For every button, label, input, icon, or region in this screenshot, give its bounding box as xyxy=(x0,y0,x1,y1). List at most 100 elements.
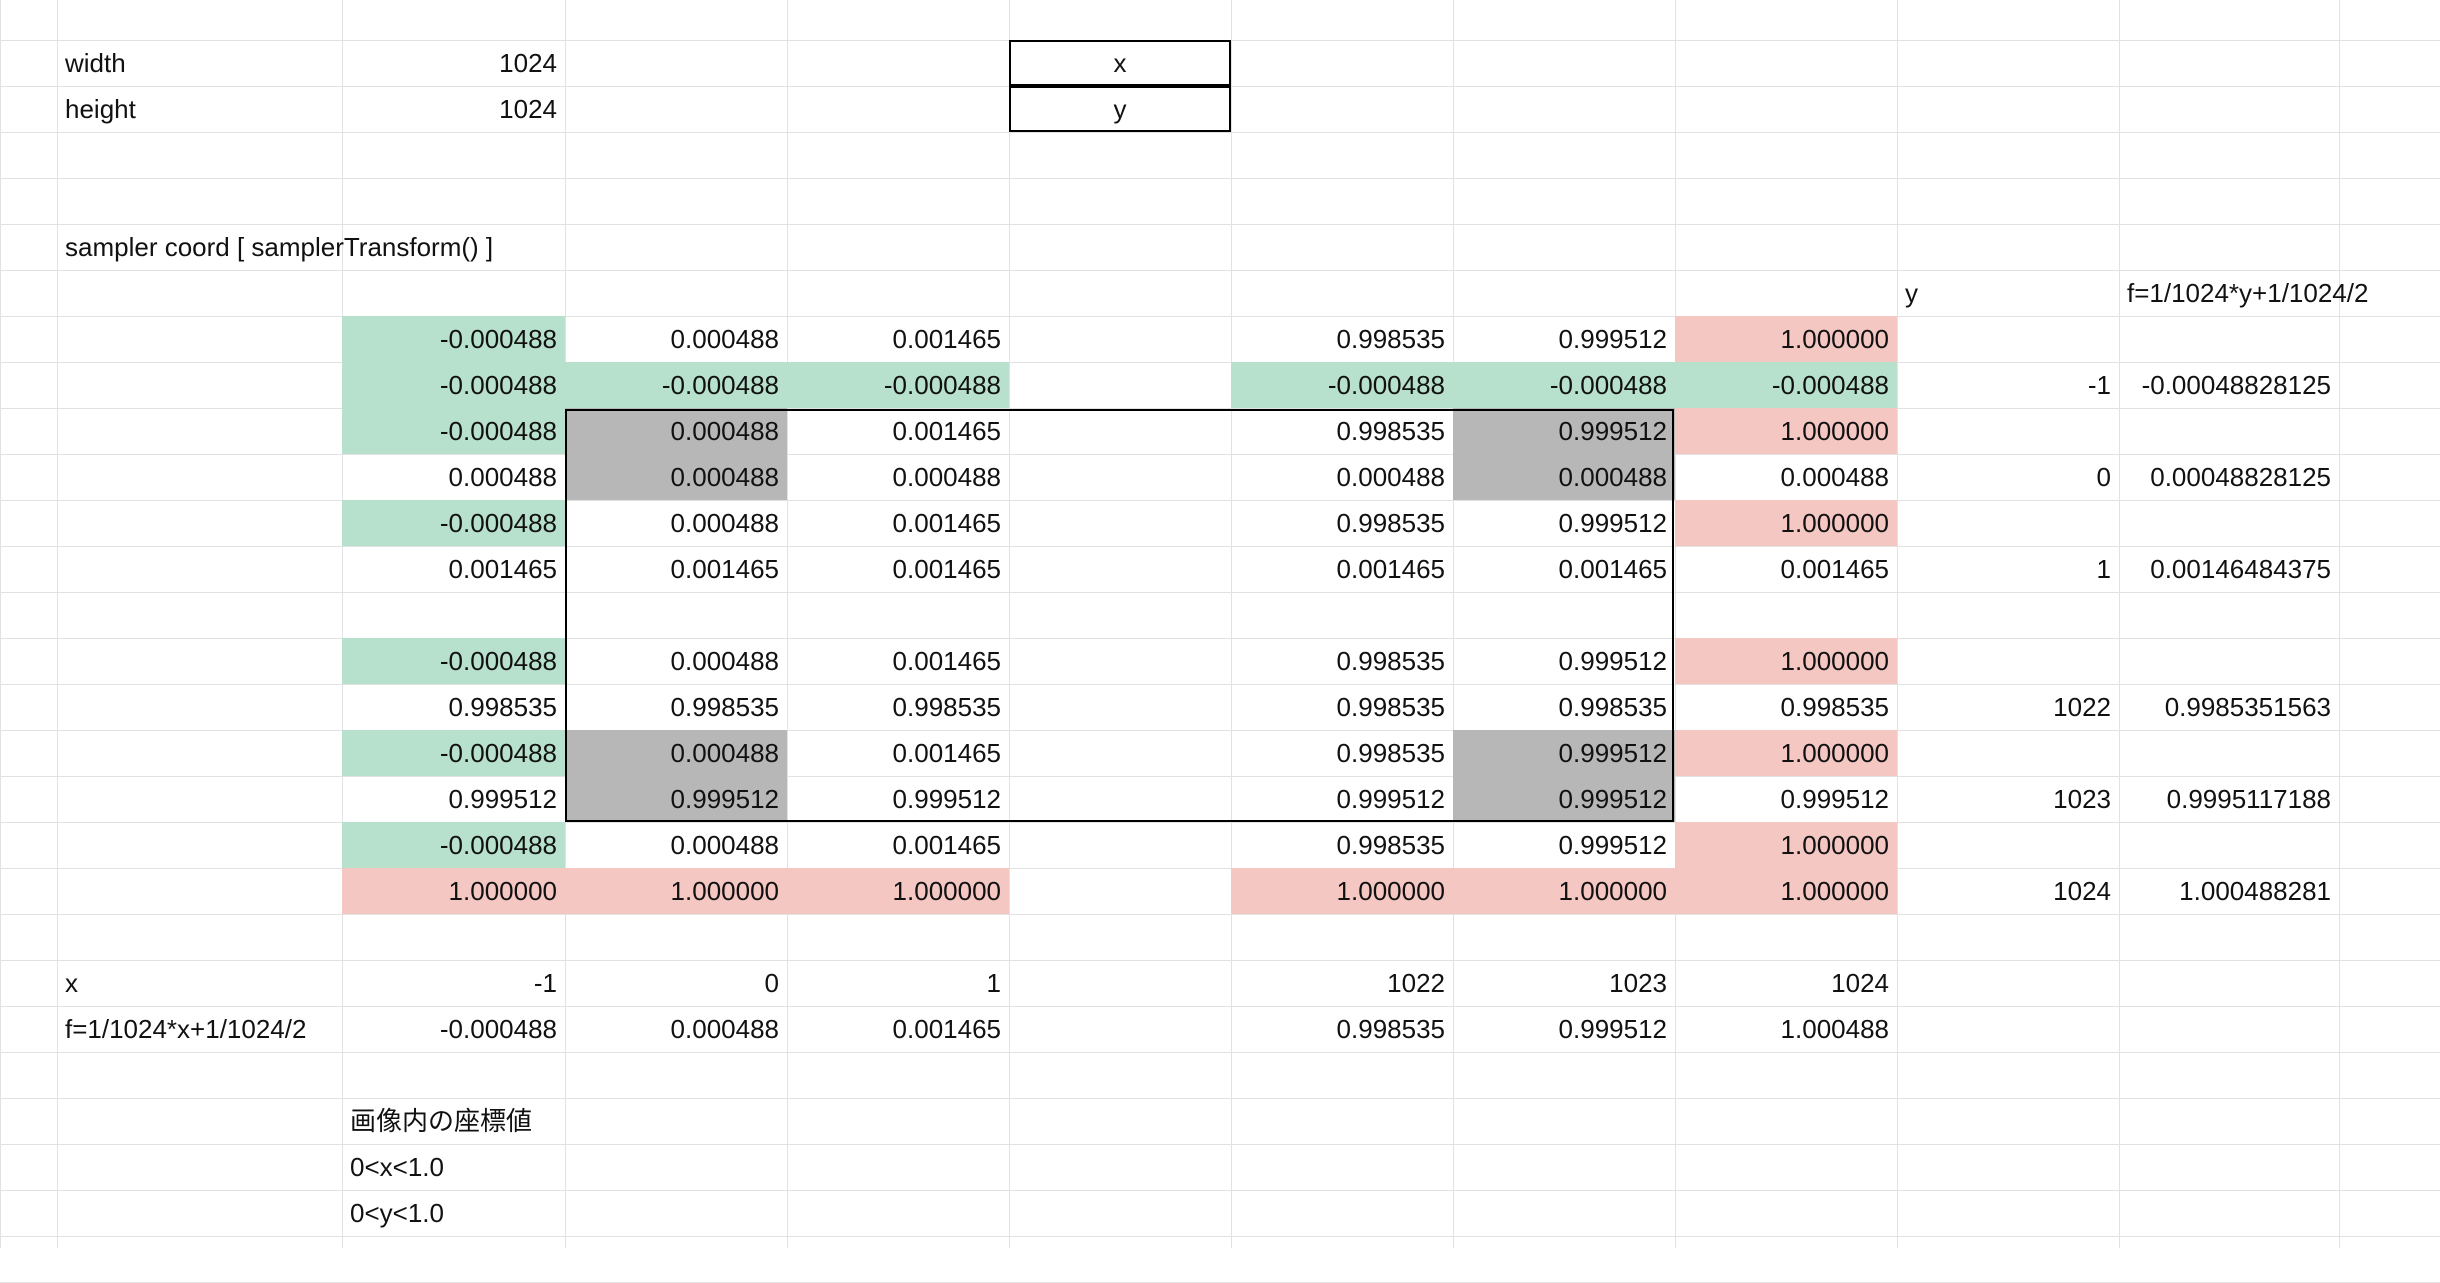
sheet-cell[interactable]: 0.999512 xyxy=(1558,830,1667,860)
sheet-cell[interactable]: 0.001465 xyxy=(670,554,779,584)
sheet-cell[interactable]: 0.999512 xyxy=(565,776,787,822)
sheet-cell[interactable]: 0.998535 xyxy=(1558,692,1667,722)
sheet-cell[interactable]: 1.000000 xyxy=(565,868,787,914)
sheet-cell[interactable]: 0.00146484375 xyxy=(2150,554,2331,584)
sheet-cell[interactable]: 0<y<1.0 xyxy=(350,1198,444,1228)
sheet-cell[interactable]: 0.001465 xyxy=(892,324,1001,354)
sheet-cell[interactable]: 0.001465 xyxy=(892,1014,1001,1044)
sheet-cell[interactable]: -0.000488 xyxy=(787,362,1009,408)
sheet-cell[interactable]: 0.001465 xyxy=(892,416,1001,446)
sheet-cell[interactable]: 0 xyxy=(2096,462,2111,492)
sheet-cell[interactable]: 0.999512 xyxy=(1336,784,1445,814)
sheet-cell[interactable]: 0.000488 xyxy=(565,408,787,454)
sheet-cell[interactable]: 1 xyxy=(2096,554,2111,584)
sheet-cell[interactable]: -0.000488 xyxy=(342,316,565,362)
sheet-cell[interactable]: 0.998535 xyxy=(1336,646,1445,676)
sheet-cell[interactable]: 0.999512 xyxy=(1453,776,1675,822)
sheet-cell[interactable]: -0.000488 xyxy=(1231,362,1453,408)
sheet-cell[interactable]: 0.000488 xyxy=(670,646,779,676)
sheet-cell[interactable]: 1.000000 xyxy=(1675,868,1897,914)
sheet-cell[interactable]: 0.998535 xyxy=(1336,416,1445,446)
sheet-cell[interactable]: 0.998535 xyxy=(1336,738,1445,768)
sheet-cell[interactable]: 0.000488 xyxy=(565,730,787,776)
sheet-cell[interactable]: 1022 xyxy=(2053,692,2111,722)
sheet-cell[interactable]: 1.000000 xyxy=(1231,868,1453,914)
sheet-cell[interactable]: 0.999512 xyxy=(1453,408,1675,454)
sheet-cell[interactable]: 0.999512 xyxy=(1558,508,1667,538)
sheet-cell[interactable]: 1 xyxy=(986,968,1001,998)
sheet-cell[interactable]: 0.000488 xyxy=(1336,462,1445,492)
sheet-cell[interactable]: 0.000488 xyxy=(448,462,557,492)
sheet-cell[interactable]: 画像内の座標値 xyxy=(350,1106,533,1136)
sheet-cell[interactable]: 1.000000 xyxy=(1675,822,1897,868)
sheet-cell[interactable]: 1.000488 xyxy=(1780,1014,1889,1044)
sheet-cell[interactable]: 0.998535 xyxy=(1336,1014,1445,1044)
sheet-cell[interactable]: 0.998535 xyxy=(1336,324,1445,354)
sheet-cell[interactable]: 0.998535 xyxy=(1336,830,1445,860)
sheet-cell[interactable]: 1.000000 xyxy=(787,868,1009,914)
sheet-cell[interactable]: -0.000488 xyxy=(342,822,565,868)
sheet-cell[interactable]: 1.000000 xyxy=(1675,316,1897,362)
sheet-cell[interactable]: 0.998535 xyxy=(1336,508,1445,538)
sheet-cell[interactable]: 0.001465 xyxy=(892,554,1001,584)
sheet-cell[interactable]: 0.999512 xyxy=(1558,646,1667,676)
sheet-cell[interactable]: 0.001465 xyxy=(448,554,557,584)
sheet-cell[interactable]: 1022 xyxy=(1387,968,1445,998)
sheet-cell[interactable]: 0.999512 xyxy=(1453,730,1675,776)
sheet-cell[interactable]: 0.9995117188 xyxy=(2166,784,2331,814)
sheet-cell[interactable]: 0.001465 xyxy=(892,830,1001,860)
sheet-cell[interactable]: 1024 xyxy=(2053,876,2111,906)
sheet-cell[interactable]: 0.00048828125 xyxy=(2150,462,2331,492)
sheet-cell[interactable]: 0.998535 xyxy=(892,692,1001,722)
sheet-cell[interactable]: -0.000488 xyxy=(439,1014,557,1044)
sheet-cell[interactable]: 0.000488 xyxy=(565,454,787,500)
sheet-cell[interactable]: -0.000488 xyxy=(342,362,565,408)
sheet-cell[interactable]: y xyxy=(1905,278,1918,308)
sheet-cell[interactable]: 1024 xyxy=(499,48,557,78)
sheet-cell[interactable]: 0.9985351563 xyxy=(2164,692,2331,722)
sheet-cell[interactable]: -1 xyxy=(2087,370,2111,400)
sheet-cell[interactable]: 0.000488 xyxy=(892,462,1001,492)
sheet-cell[interactable]: 0.000488 xyxy=(1453,454,1675,500)
sheet-cell[interactable]: 0.001465 xyxy=(1780,554,1889,584)
sheet-cell[interactable]: 0.001465 xyxy=(892,738,1001,768)
sheet-cell[interactable]: -0.000488 xyxy=(1675,362,1897,408)
sheet-cell[interactable]: 0.000488 xyxy=(670,508,779,538)
sheet-cell[interactable]: -0.000488 xyxy=(342,730,565,776)
sheet-cell[interactable]: 0.000488 xyxy=(670,830,779,860)
sheet-cell[interactable]: width xyxy=(65,48,126,78)
sheet-cell[interactable]: 0.998535 xyxy=(670,692,779,722)
sheet-cell[interactable]: 0.000488 xyxy=(1780,462,1889,492)
sheet-cell[interactable]: 0.999512 xyxy=(1558,1014,1667,1044)
sheet-cell[interactable]: 1.000000 xyxy=(1675,638,1897,684)
sheet-cell[interactable]: 0.998535 xyxy=(448,692,557,722)
sheet-cell[interactable]: 1024 xyxy=(499,94,557,124)
sheet-cell[interactable]: -0.000488 xyxy=(1453,362,1675,408)
sheet-cell[interactable]: 1023 xyxy=(2053,784,2111,814)
sheet-cell[interactable]: 1.000000 xyxy=(1675,500,1897,546)
sheet-cell[interactable]: 0.000488 xyxy=(670,324,779,354)
sheet-cell[interactable]: -0.000488 xyxy=(565,362,787,408)
sheet-cell[interactable]: 0.000488 xyxy=(670,1014,779,1044)
sheet-cell[interactable]: x xyxy=(1009,40,1231,86)
sheet-cell[interactable]: y xyxy=(1009,86,1231,132)
sheet-cell[interactable]: 0 xyxy=(764,968,779,998)
sheet-cell[interactable]: 1.000000 xyxy=(1453,868,1675,914)
sheet-cell[interactable]: 0.999512 xyxy=(1780,784,1889,814)
sheet-cell[interactable]: 0.998535 xyxy=(1336,692,1445,722)
sheet-cell[interactable]: 0.999512 xyxy=(892,784,1001,814)
sheet-cell[interactable]: 1.000488281 xyxy=(2179,876,2331,906)
sheet-cell[interactable]: f=1/1024*y+1/1024/2 xyxy=(2127,278,2369,308)
sheet-cell[interactable]: 1024 xyxy=(1831,968,1889,998)
sheet-cell[interactable]: -0.000488 xyxy=(342,638,565,684)
sheet-cell[interactable]: 1.000000 xyxy=(342,868,565,914)
sheet-cell[interactable]: 0.998535 xyxy=(1780,692,1889,722)
sheet-cell[interactable]: 0.999512 xyxy=(448,784,557,814)
sheet-cell[interactable]: 0.001465 xyxy=(892,508,1001,538)
sheet-cell[interactable]: -0.00048828125 xyxy=(2141,370,2331,400)
sheet-cell[interactable]: f=1/1024*x+1/1024/2 xyxy=(65,1014,307,1044)
sheet-cell[interactable]: 1.000000 xyxy=(1675,408,1897,454)
sheet-cell[interactable]: 1.000000 xyxy=(1675,730,1897,776)
sheet-cell[interactable]: -0.000488 xyxy=(342,500,565,546)
sheet-cell[interactable]: 0.001465 xyxy=(892,646,1001,676)
